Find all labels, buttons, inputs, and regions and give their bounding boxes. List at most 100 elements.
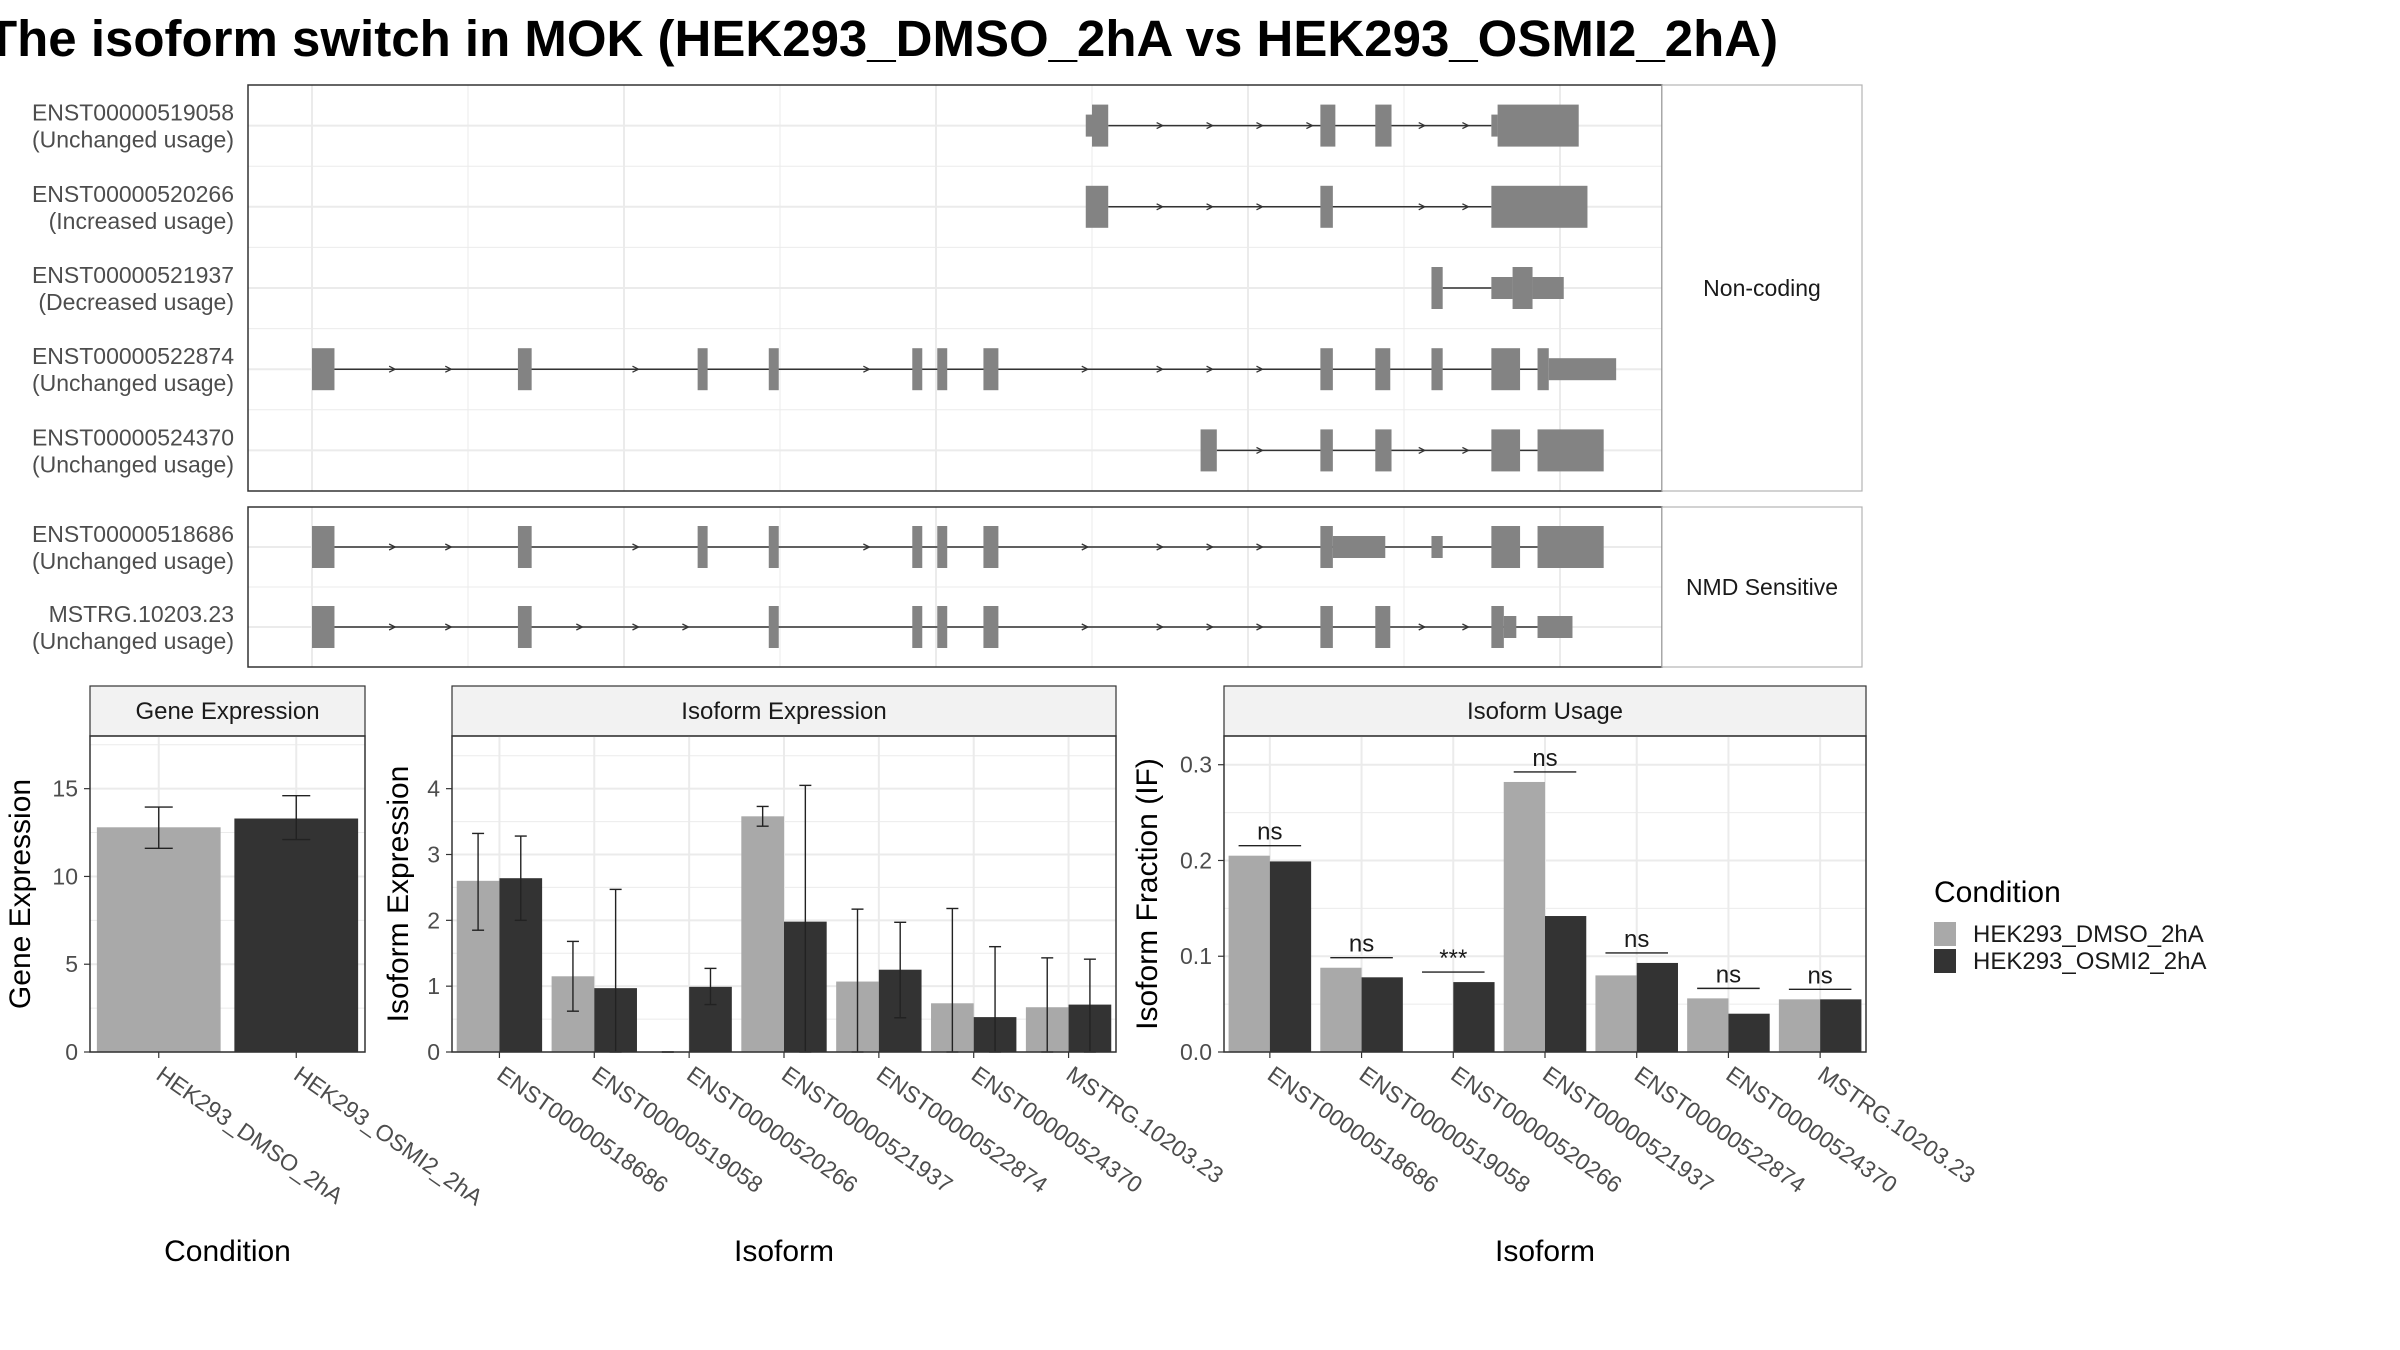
bar — [741, 816, 784, 1052]
panel-title: Isoform Expression — [681, 698, 886, 725]
y-axis-title: Isoform Expression — [382, 766, 415, 1023]
x-tick-label: ENST00000520266 — [1446, 1061, 1626, 1198]
direction-arrow — [388, 543, 397, 551]
panel-title: Isoform Usage — [1467, 698, 1623, 725]
x-tick-label: ENST00000524370 — [967, 1061, 1147, 1198]
direction-arrow — [1156, 623, 1165, 631]
direction-arrow — [682, 623, 690, 631]
legend-label: HEK293_OSMI2_2hA — [1973, 948, 2206, 975]
x-tick-label: ENST00000518686 — [493, 1061, 673, 1198]
exon-block — [1431, 267, 1443, 309]
significance-label: ns — [1624, 926, 1649, 953]
significance-label: ns — [1532, 745, 1557, 772]
isoform-usage-label: (Decreased usage) — [38, 289, 234, 315]
isoform-id-label: ENST00000524370 — [32, 424, 234, 450]
panel-border — [451, 735, 1117, 1053]
exon-block — [1491, 526, 1521, 568]
direction-arrow — [1156, 543, 1165, 551]
exon-block — [1491, 114, 1498, 137]
bar — [96, 827, 221, 1052]
legend-swatch — [1934, 922, 1956, 946]
direction-arrow — [388, 623, 397, 631]
facet-label: Non-coding — [1703, 275, 1821, 301]
facet-label: NMD Sensitive — [1686, 574, 1838, 600]
exon-block — [937, 606, 948, 648]
bar — [1228, 855, 1270, 1052]
exon-block — [517, 606, 532, 648]
x-tick-label: MSTRG.10203.23 — [1062, 1061, 1229, 1189]
direction-arrow — [632, 543, 640, 551]
exon-block — [312, 526, 335, 568]
facet-strip — [451, 685, 1117, 737]
direction-arrow — [1156, 365, 1165, 373]
isoform-id-label: ENST00000518686 — [32, 521, 234, 547]
exon-block — [912, 348, 923, 391]
direction-arrow — [1206, 623, 1215, 631]
bar — [1636, 962, 1678, 1052]
bar — [1545, 916, 1587, 1052]
bar — [1320, 967, 1362, 1052]
exon-block — [1431, 348, 1443, 391]
isoform-structure-panel: ENST00000519058(Unchanged usage)ENST0000… — [32, 84, 1863, 668]
isoform-usage-label: (Unchanged usage) — [32, 451, 234, 477]
y-tick-label: 0.1 — [1180, 943, 1212, 969]
gene-expression-panel: Gene Expression051015HEK293_DMSO_2hAHEK2… — [4, 685, 488, 1268]
direction-arrow — [1462, 122, 1470, 130]
exon-block — [1320, 348, 1333, 391]
direction-arrow — [1081, 543, 1090, 551]
x-tick-label: ENST00000519058 — [587, 1061, 767, 1198]
significance-label: ns — [1716, 961, 1741, 988]
direction-arrow — [1418, 623, 1427, 631]
direction-arrow — [1418, 446, 1427, 454]
isoform-usage-panel: Isoform Usage 0.0 0.1 0.2 0.3 ns ENST000005186… — [1131, 685, 1980, 1268]
y-tick-label: 0.0 — [1180, 1039, 1212, 1065]
exon-block — [983, 606, 999, 648]
exon-block — [768, 606, 779, 648]
direction-arrow — [444, 623, 453, 631]
facet-strip — [89, 685, 366, 737]
direction-arrow — [1081, 623, 1090, 631]
direction-arrow — [1081, 365, 1090, 373]
exon-block — [1537, 616, 1573, 638]
x-axis-title: Condition — [164, 1235, 291, 1268]
direction-arrow — [1156, 203, 1165, 211]
isoform-usage-label: (Unchanged usage) — [32, 370, 234, 396]
exon-block — [1320, 104, 1336, 147]
isoform-id-label: MSTRG.10203.23 — [49, 601, 234, 627]
isoform-usage-label: (Increased usage) — [49, 208, 234, 234]
exon-block — [1532, 277, 1564, 299]
y-axis-title: Gene Expression — [4, 779, 37, 1009]
isoform-usage-label: (Unchanged usage) — [32, 548, 234, 574]
exon-block — [517, 526, 532, 568]
direction-arrow — [1418, 122, 1427, 130]
exon-block — [312, 348, 335, 391]
exon-block — [1320, 526, 1333, 568]
x-tick-label: MSTRG.10203.23 — [1813, 1061, 1980, 1189]
exon-block — [1537, 429, 1604, 472]
exon-block — [1491, 277, 1513, 299]
y-tick-label: 10 — [52, 863, 78, 889]
exon-block — [1431, 536, 1443, 558]
panel-title: Gene Expression — [135, 698, 319, 725]
direction-arrow — [1256, 623, 1264, 631]
significance-label: ns — [1807, 962, 1832, 989]
bar — [234, 818, 359, 1052]
exon-block — [1375, 104, 1392, 147]
panel-border — [89, 735, 366, 1053]
exon-block — [517, 348, 532, 391]
bar — [1503, 781, 1545, 1052]
y-tick-label: 5 — [65, 951, 78, 977]
direction-arrow — [1462, 623, 1470, 631]
direction-arrow — [1256, 446, 1264, 454]
legend-label: HEK293_DMSO_2hA — [1973, 921, 2204, 948]
exon-block — [312, 606, 335, 648]
exon-block — [937, 526, 948, 568]
exon-block — [912, 526, 923, 568]
direction-arrow — [1156, 122, 1165, 130]
x-axis-title: Isoform — [1495, 1235, 1595, 1268]
bar — [1728, 1013, 1770, 1052]
direction-arrow — [1418, 203, 1427, 211]
exon-block — [1200, 429, 1217, 472]
bar — [1820, 999, 1862, 1052]
